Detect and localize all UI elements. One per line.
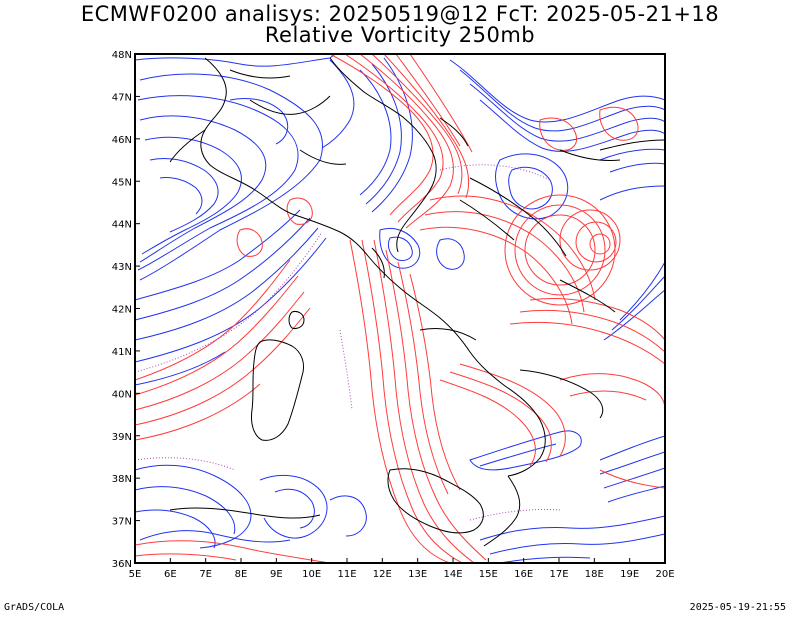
lat-tick-label: 47N (112, 92, 132, 103)
longitude-axis: 5E 6E 7E 8E 9E 10E 11E 12E 13E 14E 15E 16E 17E 18E 19E… (129, 558, 675, 580)
lon-tick-label: 5E (129, 569, 142, 580)
coastlines-and-borders (169, 57, 665, 547)
lon-tick-label: 7E (199, 569, 212, 580)
lon-tick-label: 18E (585, 569, 604, 580)
lon-tick-label: 9E (270, 569, 283, 580)
lon-tick-label: 20E (655, 569, 674, 580)
lon-tick-label: 6E (164, 569, 177, 580)
lat-tick-label: 43N (112, 262, 132, 273)
lon-tick-label: 8E (235, 569, 248, 580)
lat-tick-label: 41N (112, 347, 132, 358)
lon-tick-label: 19E (620, 569, 639, 580)
footer-timestamp: 2025-05-19-21:55 (689, 602, 786, 613)
lon-tick-label: 15E (479, 569, 498, 580)
lat-tick-label: 46N (112, 135, 132, 146)
lon-tick-label: 16E (514, 569, 533, 580)
positive-vorticity-contours (135, 54, 665, 563)
lat-tick-label: 42N (112, 305, 132, 316)
lon-tick-label: 10E (302, 569, 321, 580)
lon-tick-label: 14E (443, 569, 462, 580)
lon-tick-label: 11E (337, 569, 356, 580)
lat-tick-label: 37N (112, 517, 132, 528)
lat-tick-label: 44N (112, 220, 132, 231)
lat-tick-label: 45N (112, 177, 132, 188)
lon-tick-label: 13E (408, 569, 427, 580)
zero-contours (135, 164, 561, 521)
chart-subtitle: Relative Vorticity 250mb (264, 23, 536, 47)
lat-tick-label: 40N (112, 389, 132, 400)
chart-title: ECMWF0200 analisys: 20250519@12 FcT: 202… (80, 2, 720, 26)
lat-tick-label: 36N (112, 559, 132, 570)
footer-credit: GrADS/COLA (4, 602, 65, 613)
latitude-axis: 36N 37N 38N 39N 40N 41N 42N 43N 44N 45N 46N 47N 48N (112, 50, 140, 570)
lon-tick-label: 12E (373, 569, 392, 580)
lon-tick-label: 17E (549, 569, 568, 580)
lat-tick-label: 48N (112, 50, 132, 61)
lat-tick-label: 38N (112, 474, 132, 485)
lat-tick-label: 39N (112, 432, 132, 443)
